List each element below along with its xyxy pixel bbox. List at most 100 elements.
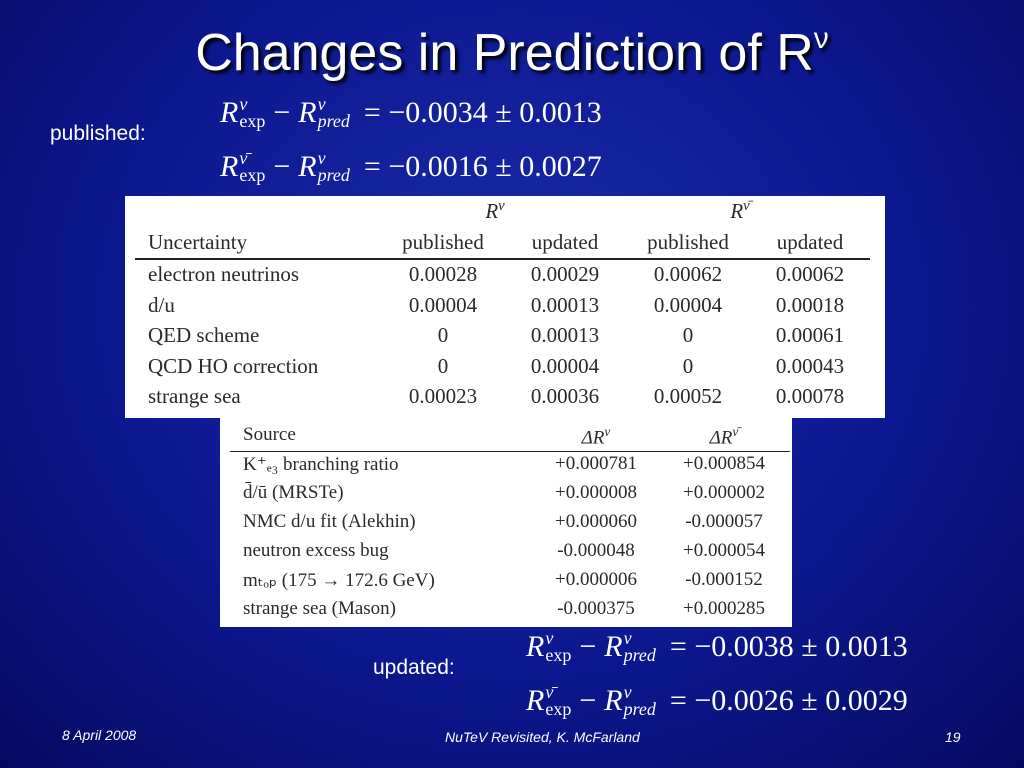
subscript: exp [239,111,266,131]
subscript: pred [623,645,656,665]
symbol: R [220,96,239,129]
column-header: updated [776,230,844,254]
subscript: exp [545,645,572,665]
table-cell: +0.000008 [555,482,637,503]
symbol: R [298,150,317,183]
header-sup: ν [604,424,611,439]
table-cell: +0.000002 [683,482,765,503]
column-header: published [402,230,484,254]
operator: − [579,630,597,663]
header-sup: ν [498,198,505,214]
result: = −0.0026 ± 0.0029 [669,684,908,717]
uncertainty-table: Rν Rν̄ Uncertainty published updated publishe… [125,196,885,418]
table-cell: 0 [437,323,449,347]
column-header: published [647,230,729,254]
table-cell: 0.00062 [775,262,845,286]
table-cell: 0.00062 [653,262,723,286]
header-rule [135,258,870,260]
footer-date: 8 April 2008 [62,727,137,743]
table-cell: electron neutrinos [148,262,300,286]
table-cell: 0.00018 [775,292,845,317]
title-sup: ν [813,22,829,55]
table-cell: 0.00013 [530,292,600,317]
result: = −0.0016 ± 0.0027 [363,150,602,183]
table-cell: 0.00004 [653,292,723,317]
table-cell: 0.00078 [775,384,845,408]
header-base: ΔR [709,427,733,449]
superscript: ν [623,682,632,702]
symbol: R [220,150,239,183]
source-table: Source ΔRν ΔRν̄ K⁺ₑ₃ branching ratio +0.0007… [220,418,792,627]
group-header: Rν [435,198,555,224]
symbol: R [604,630,623,663]
table-cell: QCD HO correction [148,353,319,378]
table-cell: K⁺ₑ₃ branching ratio [243,454,399,475]
result: = −0.0038 ± 0.0013 [669,630,908,663]
indices: ν exp [545,628,572,665]
table-cell: +0.000060 [555,511,637,532]
table-cell: 0.00023 [408,384,478,408]
superscript: ν [239,94,248,114]
superscript: ν [623,628,632,648]
table-cell: 0 [682,323,694,347]
table-cell: mₜₒₚ (175 → 172.6 GeV) [243,570,435,591]
indices: ν pred [623,628,656,665]
header-sup: ν̄ [743,198,750,214]
published-label: published: [50,122,146,145]
column-header: ΔRν̄ [654,424,794,449]
symbol: R [526,684,545,717]
superscript: ν̄ [545,682,554,702]
operator: − [273,150,291,183]
indices: ν pred [317,94,350,131]
table-cell: QED scheme [148,323,260,347]
symbol: R [526,630,545,663]
superscript: ν [317,148,326,168]
table-cell: 0.00029 [530,262,600,286]
subscript: exp [545,699,572,719]
table-cell: strange sea [148,384,241,408]
table-cell: NMC d/u fit (Alekhin) [243,511,416,532]
table-cell: -0.000152 [685,569,763,590]
table-cell: 0.00052 [653,384,723,408]
result: = −0.0034 ± 0.0013 [363,96,602,129]
slide-title: Changes in Prediction of Rν [0,22,1024,83]
table-cell: 0.00004 [408,292,478,317]
title-text: Changes in Prediction of R [195,24,814,82]
table-cell: d̄/ū (MRSTe) [243,482,344,503]
table-cell: strange sea (Mason) [243,598,397,619]
table-cell: 0.00061 [775,323,845,347]
table-cell: 0.00043 [775,353,845,378]
table-cell: +0.000054 [683,540,765,561]
header-sup: ν̄ [732,424,739,439]
table-cell: +0.000781 [555,453,637,474]
subscript: pred [623,699,656,719]
superscript: ν [545,628,554,648]
indices: ν̄ exp [545,682,572,719]
column-header: updated [531,230,599,254]
symbol: R [604,684,623,717]
column-header: Uncertainty [148,230,248,254]
subscript: pred [317,111,350,131]
footer-center: NuTeV Revisited, K. McFarland [445,729,640,745]
page-number: 19 [945,729,961,745]
operator: − [579,684,597,717]
subscript: exp [239,165,266,185]
indices: ν exp [239,94,266,131]
table-cell: 0 [437,353,449,378]
header-base: R [730,199,744,224]
header-rule [230,451,790,452]
indices: ν pred [623,682,656,719]
table-cell: +0.000854 [683,453,765,474]
superscript: ν [317,94,326,114]
group-header: Rν̄ [680,198,800,224]
indices: ν̄ exp [239,149,266,185]
table-cell: -0.000048 [557,540,635,561]
table-cell: 0.00036 [530,384,600,408]
subscript: pred [317,165,350,185]
symbol: R [298,96,317,129]
table-cell: +0.000285 [683,598,765,619]
